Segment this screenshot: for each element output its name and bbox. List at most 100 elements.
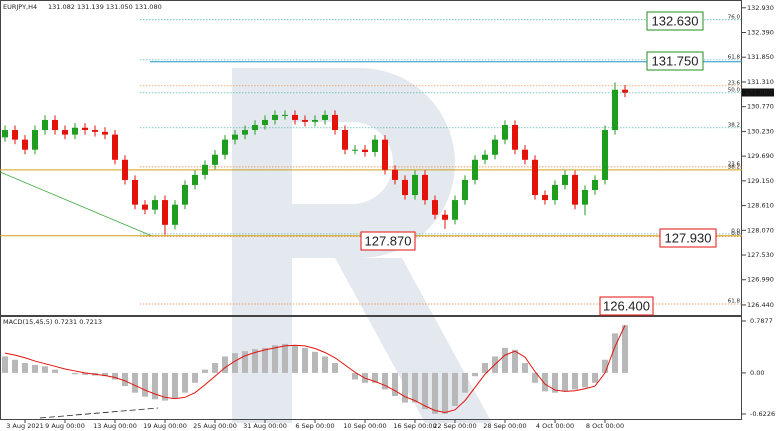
macd-bar [172, 372, 178, 398]
macd-bar [162, 372, 168, 401]
price-frame [0, 0, 742, 316]
annotation: 131.750 [652, 53, 699, 68]
x-tick-label: 28 Sep 00:00 [483, 422, 526, 430]
macd-bar [432, 372, 438, 414]
candle-body [522, 149, 528, 160]
candle-body [92, 130, 98, 132]
macd-bar [212, 363, 218, 373]
fib-level-label: 61.8 [728, 54, 741, 60]
fib-level-label: 23.6 [728, 161, 741, 167]
y-tick-label: 131.310 [747, 78, 774, 86]
candle-body [62, 130, 68, 135]
macd-bar [42, 366, 48, 373]
candle-body [462, 179, 468, 201]
macd-bar [232, 353, 238, 373]
macd-bar [502, 347, 508, 373]
candle-body [242, 130, 248, 135]
y-tick-label: 132.930 [747, 4, 774, 12]
y-tick-label: 131.850 [747, 53, 774, 61]
candle-body [512, 124, 518, 150]
candle-body [362, 149, 368, 153]
candle-body [52, 119, 58, 131]
candle-body [562, 174, 568, 185]
candle-body [172, 204, 178, 225]
annotation: 127.930 [665, 230, 712, 245]
candle-body [102, 131, 108, 135]
macd-bar [72, 372, 78, 375]
y-tick-label: 130.770 [747, 103, 774, 111]
candle-body [202, 164, 208, 175]
y-tick-label: 128.610 [747, 202, 774, 210]
macd-bar [382, 372, 388, 390]
x-tick-label: 19 Aug 00:00 [143, 422, 187, 430]
x-tick-label: 22 Sep 00:00 [433, 422, 476, 430]
macd-bar [82, 372, 88, 375]
candle-body [612, 89, 618, 131]
candle-body [442, 214, 448, 220]
macd-bar [552, 372, 558, 393]
annotation-box [360, 231, 416, 251]
trend-line [0, 171, 153, 237]
x-tick-label: 9 Aug 00:00 [45, 422, 85, 430]
macd-bar [402, 372, 408, 403]
macd-bar [452, 372, 458, 406]
macd-bar [282, 343, 288, 373]
candle-body [162, 200, 168, 225]
candle-body [12, 130, 18, 140]
candle-body [352, 149, 358, 151]
candle-body [132, 179, 138, 205]
y-tick-label: 126.440 [747, 301, 774, 309]
candle-body [322, 114, 328, 120]
macd-bar [582, 372, 588, 388]
candle-body [232, 134, 238, 140]
macd-bar [352, 372, 358, 380]
x-tick-label: 6 Sep 00:00 [295, 422, 334, 430]
macd-bar [192, 372, 198, 383]
macd-bar [512, 349, 518, 373]
macd-bar [422, 372, 428, 410]
candle-body [472, 159, 478, 180]
macd-bar [12, 359, 18, 373]
x-tick-label: 16 Sep 00:00 [393, 422, 436, 430]
macd-bar [542, 372, 548, 392]
candle-body [542, 195, 548, 201]
annotation: 127.870 [365, 233, 412, 248]
candle-body [272, 114, 278, 120]
candle-body [192, 174, 198, 185]
candle-body [82, 127, 88, 131]
candle-body [402, 179, 408, 196]
candle-body [182, 184, 188, 205]
y-tick-label: 132.390 [747, 29, 774, 37]
candle-body [532, 159, 538, 196]
annotation-box [659, 228, 717, 248]
macd-bar [332, 363, 338, 373]
candle-body [302, 119, 308, 122]
macd-bar [412, 372, 418, 403]
macd-bar [142, 372, 148, 397]
fib-level-label: 38.2 [728, 122, 740, 128]
candle-body [222, 139, 228, 155]
candle-body [502, 124, 508, 140]
macd-bar [2, 356, 8, 373]
y-tick-label: 129.690 [747, 152, 774, 160]
candle-body [572, 174, 578, 205]
macd-bar [602, 359, 608, 373]
candle-body [552, 184, 558, 201]
chart-title: EURJPY,H4 [3, 3, 37, 11]
x-tick-label: 4 Oct 00:00 [536, 422, 574, 430]
price-marker-box [742, 88, 774, 97]
candle-body [212, 154, 218, 165]
candle-body [452, 200, 458, 220]
candle-body [432, 200, 438, 215]
macd-bar [122, 372, 128, 387]
candle-body [602, 130, 608, 180]
candle-body [122, 159, 128, 180]
macd-bar [322, 356, 328, 373]
fib-level-label: 76.0 [728, 14, 741, 20]
candle-body [32, 130, 38, 150]
candle-body [382, 139, 388, 170]
candle-body [252, 124, 258, 131]
y-tick-label: 130.230 [747, 127, 774, 135]
candle-body [2, 130, 8, 138]
